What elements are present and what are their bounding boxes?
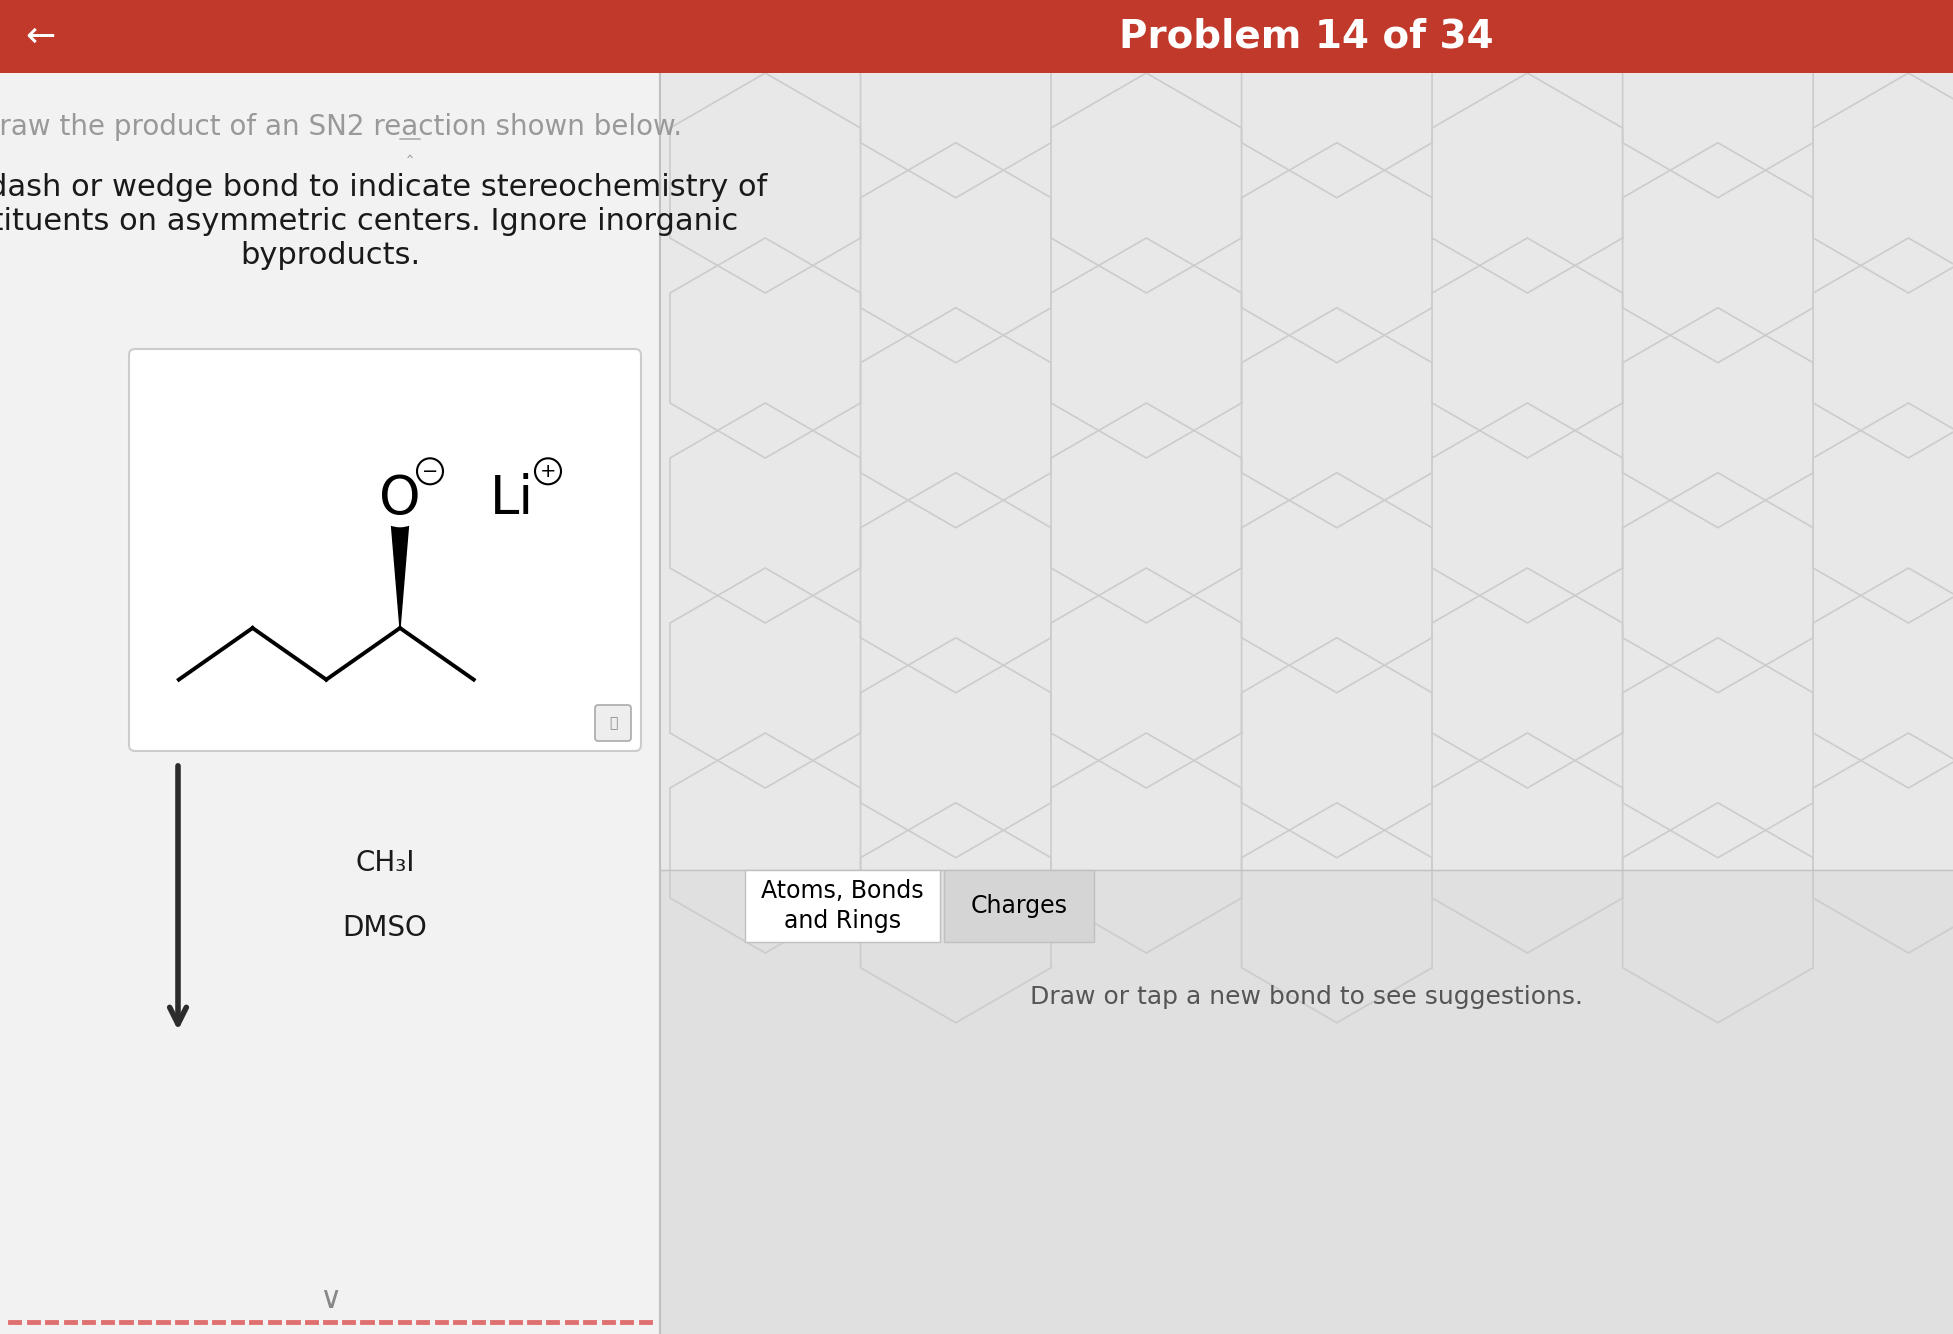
Text: Li: Li bbox=[490, 474, 533, 526]
Text: 🔍: 🔍 bbox=[609, 716, 617, 730]
Text: ∨: ∨ bbox=[318, 1285, 342, 1314]
FancyBboxPatch shape bbox=[129, 350, 641, 751]
Text: ‸: ‸ bbox=[406, 140, 414, 157]
Text: Problem 14 of 34: Problem 14 of 34 bbox=[1119, 17, 1494, 56]
Text: +: + bbox=[539, 462, 557, 480]
Circle shape bbox=[418, 459, 443, 484]
Bar bbox=[0, 0, 660, 1334]
Circle shape bbox=[371, 471, 428, 527]
Bar bbox=[660, 870, 1953, 1334]
FancyBboxPatch shape bbox=[596, 704, 631, 740]
Text: substituents on asymmetric centers. Ignore inorganic: substituents on asymmetric centers. Igno… bbox=[0, 207, 738, 236]
Text: Atoms, Bonds
and Rings: Atoms, Bonds and Rings bbox=[762, 879, 924, 934]
Text: Charges: Charges bbox=[971, 894, 1068, 918]
Text: O: O bbox=[379, 474, 420, 526]
Text: CH₃I: CH₃I bbox=[355, 848, 414, 876]
Bar bbox=[660, 73, 1953, 870]
Polygon shape bbox=[391, 507, 410, 628]
Circle shape bbox=[535, 459, 561, 484]
Text: Draw or tap a new bond to see suggestions.: Draw or tap a new bond to see suggestion… bbox=[1029, 984, 1584, 1009]
Text: Draw the product of an SN2 reaction shown below.: Draw the product of an SN2 reaction show… bbox=[0, 113, 682, 141]
Text: DMSO: DMSO bbox=[342, 914, 428, 942]
FancyBboxPatch shape bbox=[943, 870, 1094, 942]
Text: byproducts.: byproducts. bbox=[240, 241, 420, 269]
Bar bbox=[0, 0, 1953, 73]
Text: ←: ← bbox=[25, 20, 55, 53]
Text: −: − bbox=[422, 462, 437, 480]
FancyBboxPatch shape bbox=[744, 870, 939, 942]
Text: Use a dash or wedge bond to indicate stereochemistry of: Use a dash or wedge bond to indicate ste… bbox=[0, 173, 768, 201]
